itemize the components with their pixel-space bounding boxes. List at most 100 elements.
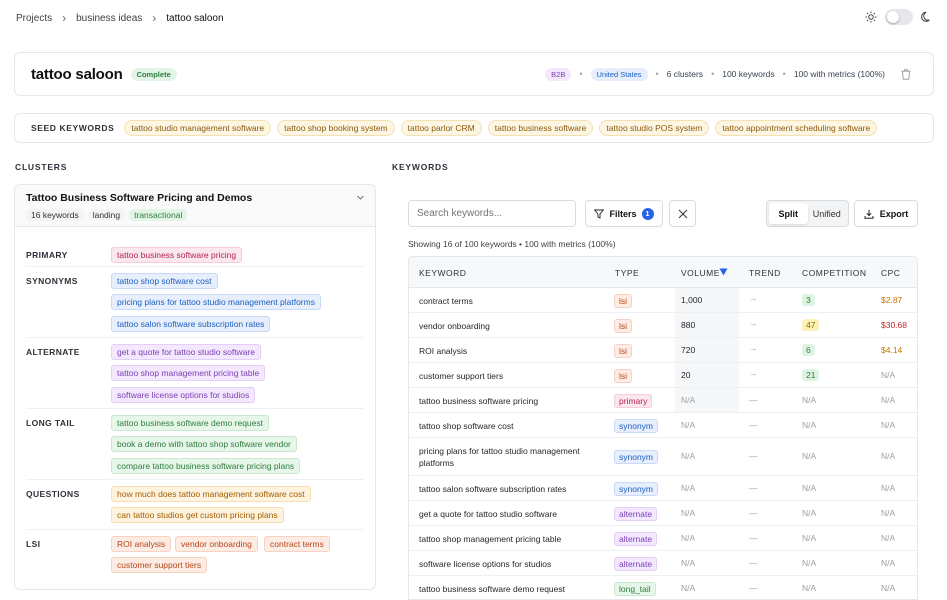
keyword-count-tag: 16 keywords [26, 209, 84, 221]
cell-volume: N/A [681, 558, 696, 568]
cell-competition: 6 [802, 344, 815, 356]
cell-competition: N/A [802, 533, 817, 543]
cell-trend: — [749, 483, 758, 493]
keywords-count: 100 keywords [722, 69, 775, 79]
cell-type: lsi [614, 344, 633, 358]
trash-icon[interactable] [901, 68, 911, 80]
cluster-card: Tattoo Business Software Pricing and Dem… [14, 184, 376, 590]
cell-cpc: N/A [881, 583, 896, 593]
col-competition[interactable]: COMPETITION [802, 268, 867, 278]
cell-volume: N/A [681, 508, 696, 518]
keyword-chip: compare tattoo business software pricing… [111, 458, 301, 474]
divider [26, 266, 364, 267]
view-mode-toggle: Split Unified [766, 200, 849, 227]
col-type[interactable]: TYPE [615, 268, 640, 278]
table-row[interactable]: tattoo shop management pricing table alte… [409, 526, 917, 551]
separator-dot: • [711, 69, 715, 79]
cell-volume: N/A [681, 483, 696, 493]
table-row[interactable]: vendor onboarding lsi 880 → 47 $30.68 [409, 313, 917, 338]
cell-trend: — [749, 558, 758, 568]
download-icon [864, 209, 874, 219]
clusters-count: 6 clusters [666, 69, 704, 79]
table-row[interactable]: tattoo shop software cost synonym N/A — N/A N… [409, 413, 917, 438]
sun-icon [865, 11, 877, 23]
cell-keyword: get a quote for tattoo studio software [419, 509, 557, 519]
cell-volume: N/A [681, 533, 696, 543]
table-row[interactable]: ROI analysis lsi 720 → 6 $4.14 [409, 338, 917, 363]
sort-desc-icon[interactable] [719, 268, 728, 276]
close-icon [678, 209, 688, 219]
breadcrumb-projects[interactable]: Projects [16, 12, 53, 24]
cluster-title: Tattoo Business Software Pricing and Dem… [26, 192, 253, 204]
cell-cpc: N/A [881, 451, 896, 461]
cell-competition: 3 [802, 294, 815, 306]
cell-keyword: pricing plans for tattoo studio manageme… [419, 446, 580, 468]
cluster-tags: 16 keywords landing transactional [26, 209, 188, 221]
cell-type: lsi [614, 369, 633, 383]
col-cpc[interactable]: CPC [881, 268, 901, 278]
cell-trend: → [749, 343, 758, 353]
keyword-chip: pricing plans for tattoo studio manageme… [111, 294, 321, 310]
table-row[interactable]: get a quote for tattoo studio software al… [409, 501, 917, 526]
table-row[interactable]: tattoo salon software subscription rates… [409, 476, 917, 501]
keyword-chip: software license options for studios [111, 387, 256, 403]
project-meta: B2B • United States • 6 clusters • 100 k… [545, 53, 911, 95]
cell-competition: N/A [802, 451, 817, 461]
cell-competition: N/A [802, 483, 817, 493]
export-button[interactable]: Export [854, 200, 918, 227]
cell-cpc: N/A [881, 483, 896, 493]
table-header: KEYWORD TYPE VOLUME TREND COMPETITION CP… [409, 257, 917, 288]
keyword-chip: tattoo business software demo request [111, 415, 269, 431]
keyword-chip: vendor onboarding [175, 536, 258, 552]
breadcrumb-business-ideas[interactable]: business ideas [76, 12, 143, 24]
seed-chip: tattoo parlor CRM [400, 120, 482, 136]
group-label: QUESTIONS [26, 489, 80, 499]
clusters-heading: CLUSTERS [15, 162, 68, 172]
cell-keyword: tattoo business software pricing [419, 396, 539, 406]
top-bar: Projects › business ideas › tattoo saloo… [0, 0, 947, 36]
cell-keyword: tattoo shop management pricing table [419, 534, 562, 544]
table-row[interactable]: tattoo business software demo request lon… [409, 576, 917, 599]
cell-cpc: $30.68 [881, 320, 907, 330]
chevron-right-icon: › [62, 11, 67, 25]
keyword-chip: tattoo shop management pricing table [111, 365, 266, 381]
separator-dot: • [782, 69, 786, 79]
col-keyword[interactable]: KEYWORD [419, 268, 467, 278]
results-summary: Showing 16 of 100 keywords • 100 with me… [408, 239, 616, 249]
keywords-table: KEYWORD TYPE VOLUME TREND COMPETITION CP… [408, 256, 918, 600]
table-row[interactable]: tattoo business software pricing primary N… [409, 388, 917, 413]
cluster-header[interactable]: Tattoo Business Software Pricing and Dem… [15, 185, 375, 227]
table-row[interactable]: customer support tiers lsi 20 → 21 N/A [409, 363, 917, 388]
cell-volume: 1,000 [681, 295, 703, 305]
filters-button[interactable]: Filters 1 [585, 200, 663, 227]
keyword-chip: ROI analysis [111, 536, 172, 552]
filter-icon [594, 209, 605, 219]
filters-count-badge: 1 [641, 207, 654, 220]
col-volume[interactable]: VOLUME [681, 268, 720, 278]
metrics-count: 100 with metrics (100%) [793, 69, 885, 79]
table-row[interactable]: pricing plans for tattoo studio manageme… [409, 438, 917, 476]
cell-trend: → [749, 368, 758, 378]
chevron-down-icon[interactable] [356, 193, 365, 202]
unified-view-button[interactable]: Unified [812, 208, 841, 219]
cell-type: lsi [614, 294, 633, 308]
status-badge: Complete [130, 67, 177, 81]
cell-type: synonym [614, 482, 659, 496]
group-label: SYNONYMS [26, 276, 78, 286]
table-row[interactable]: software license options for studios alte… [409, 551, 917, 576]
table-row[interactable]: contract terms lsi 1,000 → 3 $2.87 [409, 288, 917, 313]
cell-competition: N/A [802, 395, 817, 405]
page-type-tag: landing [87, 209, 126, 221]
cell-cpc: N/A [881, 370, 896, 380]
breadcrumb-current: tattoo saloon [166, 12, 224, 24]
clear-filters-button[interactable] [669, 200, 696, 227]
split-view-button[interactable]: Split [769, 203, 808, 224]
col-trend[interactable]: TREND [749, 268, 781, 278]
theme-switcher [865, 9, 933, 25]
search-input[interactable] [408, 200, 576, 227]
theme-toggle[interactable] [885, 9, 913, 25]
cell-competition: 47 [802, 319, 820, 331]
cell-trend: → [749, 318, 758, 328]
seed-chip: tattoo studio management software [124, 120, 272, 136]
keyword-chip: customer support tiers [111, 557, 208, 573]
